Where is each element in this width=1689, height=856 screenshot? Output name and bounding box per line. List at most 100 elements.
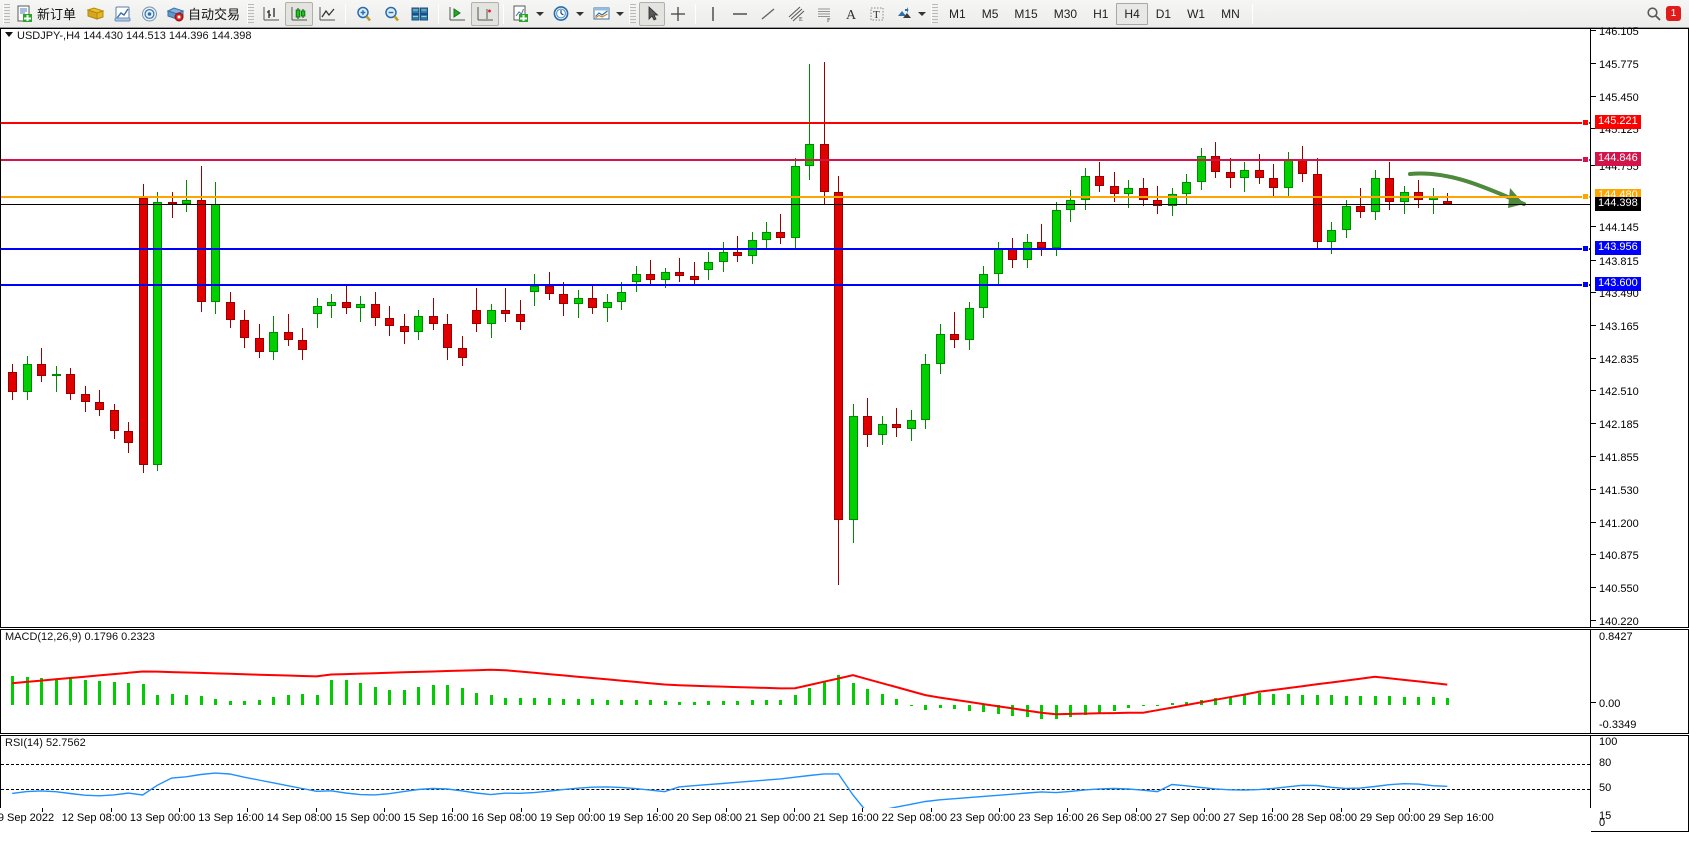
bar-chart-button[interactable] — [257, 2, 285, 26]
price-tick: 142.510 — [1591, 386, 1639, 398]
macd-histogram-bar — [113, 682, 116, 705]
line-handle[interactable] — [1582, 192, 1589, 200]
chevron-down-icon[interactable] — [616, 11, 625, 16]
chevron-down-icon[interactable] — [918, 11, 927, 16]
zoom-in-button[interactable] — [350, 2, 378, 26]
zoom-out-button[interactable] — [378, 2, 406, 26]
timeframe-m30[interactable]: M30 — [1053, 6, 1078, 21]
indicators-button[interactable] — [588, 2, 628, 26]
arrows-button[interactable] — [890, 2, 930, 26]
timeframe-w1[interactable]: W1 — [1187, 6, 1206, 21]
line-chart-button[interactable] — [313, 2, 341, 26]
toolbar-separator-2 — [438, 3, 440, 24]
signals-button[interactable] — [136, 2, 163, 26]
chevron-down-icon[interactable] — [5, 32, 13, 37]
toolbar-grip-3[interactable] — [629, 3, 637, 24]
candle-body — [1110, 185, 1119, 194]
macd-histogram-bar — [98, 681, 101, 705]
price-tag-144.398: 144.398 — [1595, 197, 1641, 212]
macd-histogram-bar — [1359, 696, 1362, 705]
rsi-scale[interactable]: 100 80 50 15 0 — [1590, 736, 1688, 831]
chevron-down-icon[interactable] — [536, 11, 545, 16]
candle-body — [1269, 177, 1278, 188]
macd-plot[interactable] — [1, 630, 1590, 733]
toolbar-separator-4 — [695, 3, 697, 24]
price-scale[interactable]: 146.105 145.775 145.450 145.125 144.755 144.1… — [1590, 26, 1688, 628]
crosshair-button[interactable] — [665, 2, 691, 26]
candle-body — [487, 310, 496, 325]
chart-shift-button[interactable] — [471, 1, 500, 26]
macd-histogram-bar — [374, 687, 377, 705]
candlestick-chart-button[interactable] — [285, 1, 314, 26]
horizontal-line-145.221[interactable] — [1, 121, 1590, 124]
time-label: 19 Sep 16:00 — [608, 812, 674, 824]
horizontal-line-144.480[interactable] — [1, 195, 1590, 198]
macd-histogram-bar — [388, 690, 391, 705]
macd-histogram-bar — [417, 687, 420, 705]
line-handle[interactable] — [1582, 118, 1589, 126]
horizontal-line-button[interactable] — [726, 2, 754, 26]
timeframe-h1[interactable]: H1 — [1093, 6, 1109, 21]
toolbar-grip-4[interactable] — [931, 3, 939, 24]
timeframe-h4[interactable]: H4 — [1116, 2, 1148, 25]
symbol-header-text: USDJPY-,H4 144.430 144.513 144.396 144.3… — [17, 30, 252, 42]
timeframe-m15[interactable]: M15 — [1014, 6, 1038, 21]
price-tick: 144.145 — [1591, 222, 1639, 234]
new-order-button[interactable]: 新订单 — [13, 2, 82, 26]
macd-histogram-bar — [606, 699, 609, 705]
text-label-button[interactable]: T — [864, 2, 890, 26]
fibonacci-button[interactable]: F — [810, 2, 838, 26]
candle-body — [1255, 169, 1264, 178]
candle-body — [1182, 181, 1191, 194]
time-tick-mark — [384, 808, 385, 812]
downtrend-arrow[interactable] — [1406, 164, 1546, 234]
tile-windows-button[interactable] — [406, 2, 434, 26]
toolbar-grip-2[interactable] — [247, 3, 255, 24]
new-chart-button[interactable] — [508, 2, 548, 26]
period-separator-button[interactable] — [548, 2, 588, 26]
auto-trading-button[interactable]: 自动交易 — [163, 2, 246, 26]
macd-histogram-bar — [55, 678, 58, 705]
line-handle[interactable] — [1582, 281, 1589, 289]
horizontal-line-143.600[interactable] — [1, 284, 1590, 287]
macd-signal-line — [12, 668, 1448, 716]
timeframe-m1[interactable]: M1 — [949, 6, 966, 21]
macd-scale[interactable]: 0.8427 0.00 -0.3349 — [1590, 630, 1688, 733]
channel-icon: E — [788, 6, 805, 23]
timeframe-m5[interactable]: M5 — [981, 6, 999, 21]
price-plot[interactable] — [1, 29, 1590, 627]
macd-histogram-bar — [924, 704, 927, 711]
auto-scroll-button[interactable] — [443, 2, 471, 26]
macd-histogram-bar — [11, 675, 14, 705]
horizontal-line-144.846[interactable] — [1, 159, 1590, 162]
market-watch-button[interactable] — [82, 2, 109, 26]
text-button[interactable]: A — [838, 2, 864, 26]
toolbar-grip-1[interactable] — [3, 3, 10, 24]
vertical-line-button[interactable] — [700, 2, 726, 26]
candle-body — [124, 430, 133, 443]
search-icon[interactable] — [1646, 6, 1662, 22]
timeframe-mn[interactable]: MN — [1221, 6, 1240, 21]
equidistant-channel-button[interactable]: E — [782, 2, 810, 26]
chevron-down-icon[interactable] — [576, 11, 585, 16]
trendline-button[interactable] — [754, 2, 782, 26]
line-handle[interactable] — [1582, 156, 1589, 164]
timeframe-d1[interactable]: D1 — [1155, 6, 1172, 21]
macd-pane[interactable]: MACD(12,26,9) 0.1796 0.2323 0.8427 0.00 -0… — [0, 629, 1689, 734]
time-tick-mark — [930, 808, 932, 812]
macd-histogram-bar — [533, 698, 536, 705]
horizontal-line-144.398[interactable] — [1, 204, 1590, 206]
price-pane[interactable]: USDJPY-,H4 144.430 144.513 144.396 144.3… — [0, 26, 1689, 628]
horizontal-line-143.956[interactable] — [1, 248, 1590, 251]
macd-histogram-bar — [287, 695, 290, 705]
candle-body — [675, 272, 684, 277]
navigator-button[interactable] — [109, 2, 136, 26]
chart-shift-icon — [477, 6, 494, 20]
cursor-button[interactable] — [639, 1, 666, 26]
alert-badge[interactable]: 1 — [1666, 6, 1681, 21]
candle-body — [1385, 177, 1394, 202]
candle-body — [1081, 175, 1090, 200]
line-handle[interactable] — [1582, 245, 1589, 253]
time-tick-mark — [1340, 808, 1342, 812]
macd-histogram-bar — [26, 676, 29, 705]
